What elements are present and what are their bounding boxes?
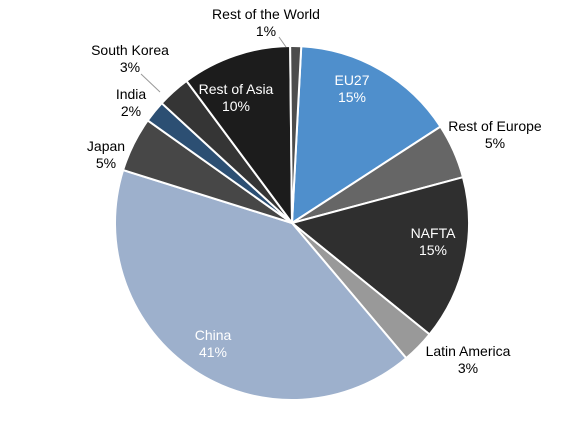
leader-line-rest-of-the-world <box>278 36 287 48</box>
slice-value-label: 3% <box>120 59 140 75</box>
slice-value-label: 10% <box>222 98 250 114</box>
slice-value-label: 5% <box>96 155 116 171</box>
slice-value-label: 2% <box>121 103 141 119</box>
slice-name-label: Latin America <box>426 343 511 359</box>
slice-name-label: NAFTA <box>411 225 457 241</box>
leader-line-south-korea <box>140 73 161 93</box>
slice-value-label: 15% <box>338 89 366 105</box>
slice-name-label: Rest of the World <box>212 6 320 22</box>
slice-value-label: 1% <box>256 23 276 39</box>
pie-slice-rest-of-the-world <box>289 45 303 224</box>
slice-name-label: Rest of Asia <box>199 81 274 97</box>
pie-slice-nafta <box>291 176 470 336</box>
slice-value-label: 5% <box>485 135 505 151</box>
slice-name-label: Rest of Europe <box>448 118 542 134</box>
slice-value-label: 3% <box>458 360 478 376</box>
slice-name-label: EU27 <box>334 72 369 88</box>
slice-name-label: South Korea <box>91 42 169 58</box>
slice-value-label: 15% <box>419 242 447 258</box>
pie-slice-china <box>114 169 408 401</box>
slice-name-label: India <box>116 86 147 102</box>
slice-value-label: 41% <box>199 344 227 360</box>
slice-name-label: Japan <box>87 138 125 154</box>
pie-slice-eu27 <box>291 45 442 224</box>
slice-name-label: China <box>195 327 232 343</box>
